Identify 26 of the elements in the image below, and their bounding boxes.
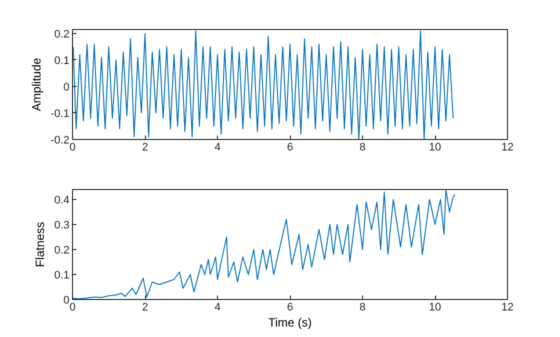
x-tick-label: 10: [428, 302, 442, 314]
x-tick-label: 8: [359, 302, 366, 314]
y-tick-label: 0.1: [54, 54, 70, 67]
y-tick-label: 0.2: [54, 28, 70, 40]
y-axis-title: Amplitude: [30, 57, 44, 112]
y-tick-label: 0.2: [54, 244, 70, 256]
y-tick-label: -0.2: [50, 134, 70, 146]
y-tick-label: -0.1: [50, 108, 70, 120]
x-tick-label: 4: [214, 142, 221, 154]
x-tick-label: 10: [428, 142, 442, 154]
line-series: [72, 190, 456, 300]
x-axis-title: Time (s): [268, 316, 312, 330]
x-tick-label: 4: [214, 302, 221, 314]
y-tick-label: 0.1: [54, 270, 70, 282]
x-tick-label: 6: [286, 142, 294, 154]
y-axis-title: Flatness: [33, 222, 48, 268]
x-tick-label: 2: [142, 142, 148, 154]
x-tick-label: 12: [501, 142, 514, 154]
y-tick-label: 0: [63, 81, 70, 94]
line-series: [72, 30, 454, 140]
x-tick-label: 6: [286, 302, 294, 314]
y-tick-label: 0.3: [54, 220, 70, 232]
x-tick-label: 12: [501, 302, 514, 314]
x-tick-label: 8: [359, 142, 366, 154]
x-tick-label: 2: [142, 302, 148, 314]
y-tick-label: 0.4: [54, 194, 70, 206]
